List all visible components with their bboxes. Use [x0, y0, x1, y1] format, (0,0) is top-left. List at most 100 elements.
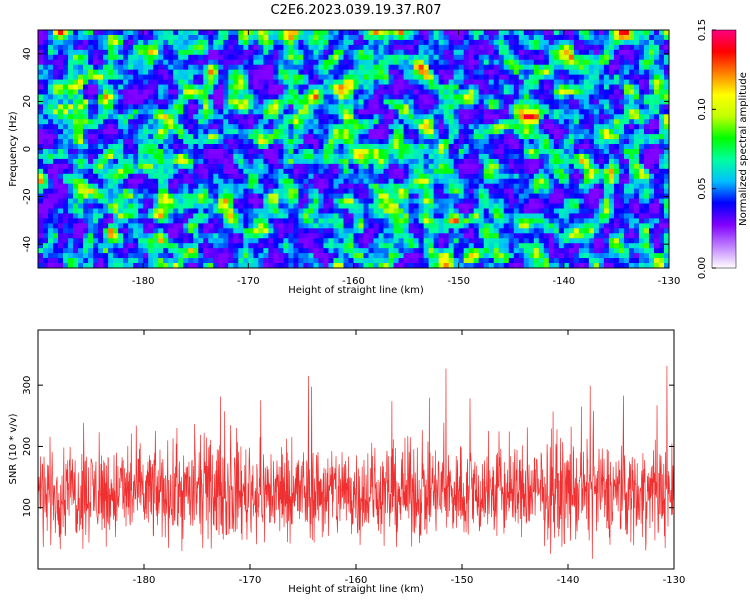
spectrogram-cell	[133, 144, 139, 150]
spectrogram-cell	[543, 84, 550, 90]
spectrogram-cell	[653, 49, 660, 56]
spectrogram-cell	[293, 223, 299, 229]
spectrogram-cell	[73, 119, 79, 125]
spectrogram-cell	[363, 49, 369, 56]
spectrogram-cell	[253, 163, 259, 170]
spectrogram-cell	[608, 79, 615, 85]
spectrogram-cell	[143, 109, 149, 115]
spectrogram-cell	[608, 144, 615, 150]
spectrogram-cell	[553, 158, 560, 165]
spectrogram-cell	[428, 139, 435, 145]
spectrogram-cell	[443, 30, 450, 36]
spectrogram-cell	[558, 94, 565, 100]
spectrogram-cell	[388, 30, 394, 36]
spectrogram-cell	[273, 74, 279, 80]
spectrogram-cell	[613, 84, 620, 90]
spectrogram-cell	[353, 39, 359, 46]
spectrogram-cell	[78, 203, 84, 209]
spectrogram-cell	[188, 149, 194, 155]
spectrogram-cell	[323, 198, 329, 204]
spectrogram-cell	[578, 213, 585, 219]
spectrogram-cell	[58, 64, 64, 71]
spectrogram-cell	[398, 99, 404, 105]
spectrogram-cell	[383, 158, 389, 165]
spectrogram-cell	[433, 89, 440, 95]
spectrogram-cell	[248, 144, 254, 150]
spectrogram-cell	[553, 208, 560, 214]
spectrogram-cell	[313, 74, 319, 80]
spectrogram-cell	[323, 173, 329, 180]
spectrogram-cell	[268, 64, 274, 71]
spectrogram-cell	[558, 198, 565, 204]
spectrogram-cell	[373, 94, 379, 100]
spectrogram-cell	[543, 79, 550, 85]
spectrogram-cell	[48, 99, 54, 105]
spectrogram-cell	[248, 188, 254, 195]
spectrogram-cell	[218, 173, 224, 180]
spectrogram-cell	[133, 193, 139, 199]
spectrogram-cell	[118, 104, 124, 110]
spectrogram-cell	[393, 124, 399, 130]
spectrogram-cell	[568, 84, 575, 90]
spectrogram-cell	[428, 119, 435, 125]
spectrogram-cell	[218, 119, 224, 125]
spectrogram-cell	[228, 30, 234, 36]
spectrogram-cell	[493, 34, 500, 41]
spectrogram-cell	[68, 218, 74, 224]
spectrogram-cell	[663, 74, 669, 80]
spectrogram-cell	[663, 84, 669, 90]
spectrogram-cell	[663, 119, 669, 125]
spectrogram-cell	[463, 193, 470, 199]
spectrogram-cell	[198, 54, 204, 61]
spectrogram-cell	[338, 119, 344, 125]
spectrogram-cell	[203, 168, 209, 175]
spectrogram-cell	[368, 213, 374, 219]
spectrogram-cell	[278, 218, 284, 224]
spectrogram-cell	[193, 114, 199, 120]
spectrogram-cell	[433, 188, 440, 195]
spectrogram-cell	[273, 104, 279, 110]
spectrogram-cell	[663, 39, 669, 46]
spectrogram-cell	[613, 109, 620, 115]
spectrogram-cell	[313, 39, 319, 46]
spectrogram-cell	[263, 153, 269, 160]
spectrogram-cell	[103, 124, 109, 130]
spectrogram-cell	[168, 109, 174, 115]
spectrogram-cell	[568, 208, 575, 214]
spectrogram-cell	[48, 223, 54, 229]
spectrogram-cell	[353, 139, 359, 145]
spectrogram-cell	[518, 44, 525, 51]
spectrogram-cell	[68, 129, 74, 135]
spectrogram-cell	[428, 44, 435, 51]
spectrogram-cell	[528, 149, 535, 155]
spectrogram-cell	[628, 94, 635, 100]
spectrogram-cell	[298, 153, 304, 160]
spectrogram-cell	[183, 173, 189, 180]
spectrogram-cell	[213, 104, 219, 110]
spectrogram-cell	[333, 139, 339, 145]
spectrogram-cell	[253, 59, 259, 66]
spectrogram-cell	[413, 163, 420, 170]
spectrogram-cell	[583, 168, 590, 175]
spectrogram-cell	[213, 89, 219, 95]
spectrogram-cell	[158, 124, 164, 130]
spectrogram-cell	[598, 79, 605, 85]
spectrogram-cell	[478, 49, 485, 56]
spectrogram-cell	[423, 223, 430, 229]
spectrogram-cell	[473, 198, 480, 204]
spectrogram-cell	[593, 44, 600, 51]
spectrogram-cell	[173, 124, 179, 130]
spectrogram-cell	[323, 193, 329, 199]
spectrogram-cell	[203, 223, 209, 229]
spectrogram-cell	[293, 129, 299, 135]
spectrogram-cell	[503, 213, 510, 219]
spectrogram-cell	[513, 69, 520, 76]
spectrogram-cell	[213, 30, 219, 36]
spectrogram-cell	[398, 64, 404, 71]
spectrogram-cell	[178, 193, 184, 199]
spectrogram-cell	[563, 119, 570, 125]
spectrogram-cell	[128, 79, 134, 85]
spectrogram-cell	[168, 89, 174, 95]
spectrogram-cell	[98, 163, 104, 170]
spectrogram-cell	[48, 203, 54, 209]
